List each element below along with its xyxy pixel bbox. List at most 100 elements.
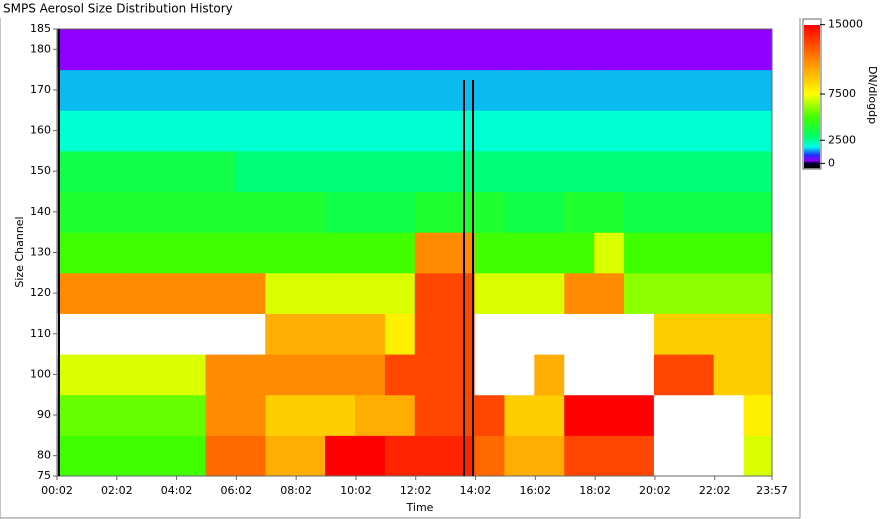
- colorbar-segment: [804, 114, 820, 116]
- heatmap-cell: [115, 272, 147, 314]
- heatmap-cell: [57, 394, 87, 436]
- heatmap-cell: [414, 272, 446, 314]
- heatmap-cell: [624, 191, 655, 233]
- colorbar-segment: [804, 156, 820, 158]
- x-tick-label: 20:02: [639, 484, 671, 497]
- heatmap-cell: [115, 313, 147, 355]
- heatmap-cell: [354, 354, 386, 396]
- heatmap-cell: [504, 394, 535, 436]
- colorbar-segment: [804, 106, 820, 108]
- heatmap-cell: [115, 191, 147, 233]
- heatmap-cell: [354, 69, 386, 111]
- heatmap-cell: [265, 313, 296, 355]
- heatmap-cell: [235, 232, 266, 274]
- colorbar-segment: [804, 58, 820, 60]
- heatmap-cell: [594, 69, 625, 111]
- x-tick-label: 23:57: [756, 484, 788, 497]
- heatmap-cell: [205, 191, 236, 233]
- heatmap-cell: [594, 191, 625, 233]
- y-tick-label: 150: [30, 164, 51, 177]
- heatmap-cell: [175, 232, 206, 274]
- heatmap-cell: [115, 232, 147, 274]
- colorbar-segment: [804, 92, 820, 94]
- x-tick-label: 00:02: [41, 484, 73, 497]
- heatmap-cell: [504, 435, 535, 476]
- heatmap-cell: [743, 191, 772, 233]
- y-tick-label: 180: [30, 42, 51, 55]
- heatmap-cell: [683, 110, 715, 152]
- heatmap-cell: [474, 110, 505, 152]
- heatmap-cell: [175, 69, 206, 111]
- colorbar-segment: [804, 75, 820, 77]
- colorbar-segment: [804, 20, 820, 22]
- colorbar-segment: [804, 39, 820, 41]
- colorbar-tick-label: 0: [828, 156, 835, 169]
- heatmap-cell: [325, 69, 356, 111]
- x-tick-label: 06:02: [221, 484, 253, 497]
- heatmap-cell: [384, 110, 416, 152]
- heatmap-cell: [265, 354, 296, 396]
- colorbar-segment: [804, 115, 820, 117]
- heatmap-cell: [564, 150, 595, 193]
- heatmap-cell: [85, 69, 117, 111]
- heatmap-cell: [564, 69, 595, 111]
- heatmap-cell: [743, 150, 772, 193]
- heatmap-cell: [474, 150, 505, 193]
- colorbar-segment: [804, 62, 820, 64]
- colorbar-segment: [804, 45, 820, 47]
- heatmap-cell: [713, 232, 745, 274]
- heatmap-cell: [653, 110, 685, 152]
- heatmap-cell: [145, 191, 177, 233]
- colorbar-segment: [804, 160, 820, 162]
- colorbar-segment: [804, 105, 820, 107]
- colorbar-segment: [804, 165, 820, 167]
- heatmap-cell: [265, 110, 296, 152]
- colorbar-segment: [804, 101, 820, 103]
- heatmap-cell: [474, 232, 505, 274]
- heatmap-cell: [384, 150, 416, 193]
- heatmap-cell: [85, 110, 117, 152]
- heatmap-cell: [653, 354, 685, 396]
- heatmap-cell: [474, 191, 505, 233]
- heatmap-cell: [57, 435, 87, 476]
- heatmap-cell: [295, 232, 326, 274]
- colorbar-segment: [804, 118, 820, 120]
- colorbar-segment: [804, 46, 820, 48]
- heatmap-cell: [115, 69, 147, 111]
- heatmap-cell: [265, 69, 296, 111]
- colorbar-segment: [804, 61, 820, 63]
- heatmap-cell: [414, 29, 446, 71]
- heatmap-cell: [295, 110, 326, 152]
- heatmap-cell: [145, 232, 177, 274]
- heatmap-cell: [175, 313, 206, 355]
- colorbar-segment: [804, 109, 820, 111]
- colorbar-segment: [804, 63, 820, 65]
- colorbar-segment: [804, 29, 820, 31]
- heatmap-cell: [265, 232, 296, 274]
- heatmap-cell: [205, 313, 236, 355]
- colorbar-segment: [804, 145, 820, 147]
- heatmap-cell: [295, 29, 326, 71]
- heatmap-cell: [57, 191, 87, 233]
- colorbar-segment: [804, 120, 820, 122]
- colorbar-segment: [804, 76, 820, 78]
- heatmap-cell: [474, 354, 505, 396]
- heatmap-cell: [624, 313, 655, 355]
- heatmap-cell: [713, 150, 745, 193]
- heatmap-cell: [743, 435, 772, 476]
- colorbar-segment: [804, 97, 820, 99]
- colorbar-segment: [804, 110, 820, 112]
- colorbar-segment: [804, 136, 820, 138]
- heatmap-cell: [354, 110, 386, 152]
- colorbar-segment: [804, 134, 820, 136]
- heatmap-cell: [683, 69, 715, 111]
- heatmap-cell: [534, 435, 565, 476]
- heatmap-cell: [57, 150, 87, 193]
- heatmap-cell: [205, 110, 236, 152]
- heatmap: [57, 29, 772, 476]
- heatmap-cell: [683, 191, 715, 233]
- heatmap-cell: [175, 191, 206, 233]
- heatmap-cell: [414, 232, 446, 274]
- heatmap-cell: [444, 272, 476, 314]
- colorbar-segment: [804, 70, 820, 72]
